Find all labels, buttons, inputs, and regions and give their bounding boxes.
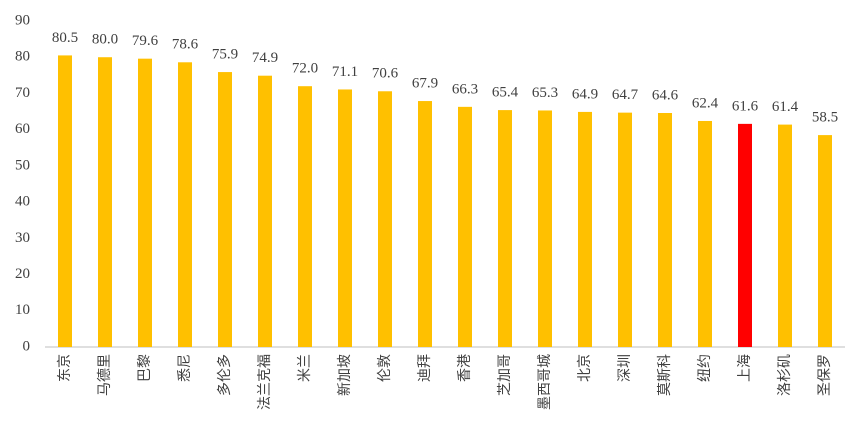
bar xyxy=(218,72,232,347)
bar xyxy=(58,55,72,348)
bar xyxy=(258,75,272,347)
bar xyxy=(618,112,632,348)
bar xyxy=(378,91,392,347)
x-tick-label: 洛杉矶 xyxy=(777,354,793,396)
x-tick-label: 马德里 xyxy=(97,354,113,396)
data-label: 74.9 xyxy=(252,50,278,66)
data-label: 70.6 xyxy=(372,66,399,82)
data-label: 80.0 xyxy=(92,32,118,48)
x-tick-label: 多伦多 xyxy=(216,354,233,396)
bar xyxy=(658,113,672,347)
data-label: 66.3 xyxy=(452,81,478,97)
y-tick-label: 20 xyxy=(15,266,30,282)
y-tick-label: 80 xyxy=(15,49,30,65)
bar xyxy=(98,57,112,347)
x-tick-label: 法兰克福 xyxy=(257,354,273,410)
data-label: 80.5 xyxy=(52,30,78,46)
y-tick-label: 60 xyxy=(15,121,30,137)
x-tick-label: 上海 xyxy=(737,354,753,382)
x-tick-label: 香港 xyxy=(457,354,473,382)
y-tick-label: 10 xyxy=(15,302,30,318)
y-tick-label: 70 xyxy=(15,85,30,101)
x-tick-label: 墨西哥城 xyxy=(537,354,553,410)
x-tick-label: 巴黎 xyxy=(137,354,153,382)
bar xyxy=(698,120,712,348)
data-label: 64.9 xyxy=(572,86,598,102)
data-label: 71.1 xyxy=(332,64,358,80)
x-tick-label: 圣保罗 xyxy=(817,354,833,396)
x-tick-label: 悉尼 xyxy=(177,354,193,382)
data-label: 65.4 xyxy=(492,85,519,101)
data-label: 78.6 xyxy=(172,37,199,53)
x-tick-label: 芝加哥 xyxy=(497,354,513,396)
x-tick-label: 纽约 xyxy=(697,354,713,382)
x-tick-label: 新加坡 xyxy=(337,354,353,396)
x-tick-label: 深圳 xyxy=(617,354,633,382)
data-label: 72.0 xyxy=(292,61,318,77)
data-label: 62.4 xyxy=(692,95,719,111)
x-tick-label: 米兰 xyxy=(297,354,313,382)
data-label: 75.9 xyxy=(212,47,238,63)
bar xyxy=(458,106,472,347)
data-label: 61.6 xyxy=(732,98,759,114)
x-tick-label: 北京 xyxy=(577,354,593,382)
bar xyxy=(738,123,752,347)
y-tick-label: 90 xyxy=(15,12,30,28)
data-label: 79.6 xyxy=(132,33,159,49)
x-tick-label: 莫斯科 xyxy=(657,354,673,396)
bar xyxy=(778,124,792,348)
bar xyxy=(538,110,552,347)
x-tick-label: 伦敦 xyxy=(377,354,393,382)
data-label: 64.6 xyxy=(652,87,679,103)
bar xyxy=(418,101,432,347)
x-tick-label: 东京 xyxy=(57,354,73,382)
x-tick-label: 迪拜 xyxy=(417,354,433,382)
data-label: 64.7 xyxy=(612,87,639,103)
data-label: 58.5 xyxy=(812,110,838,126)
y-tick-label: 30 xyxy=(15,230,30,246)
data-label: 65.3 xyxy=(532,85,558,101)
bar xyxy=(298,86,312,347)
bar xyxy=(498,110,512,348)
data-label: 61.4 xyxy=(772,99,799,115)
y-tick-label: 50 xyxy=(15,157,30,173)
bar xyxy=(138,58,152,347)
bar xyxy=(178,62,192,347)
bar xyxy=(338,89,352,348)
data-label: 67.9 xyxy=(412,75,438,91)
y-tick-label: 0 xyxy=(23,338,31,354)
bar xyxy=(818,135,832,347)
y-tick-label: 40 xyxy=(15,194,30,210)
bar xyxy=(578,111,592,347)
